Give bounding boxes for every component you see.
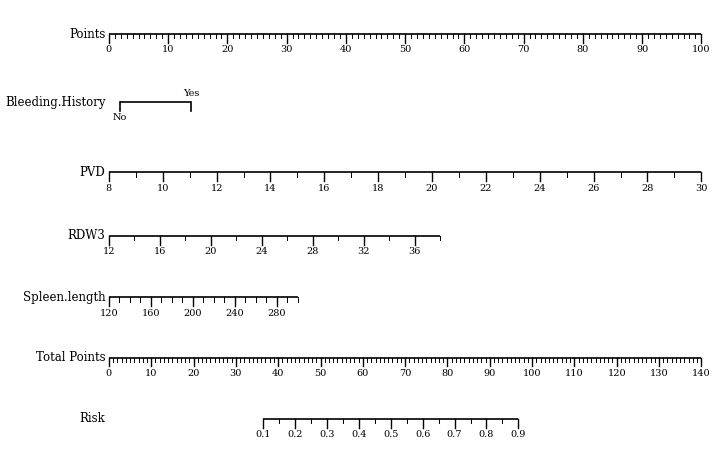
Text: 20: 20 [221, 45, 234, 54]
Text: 50: 50 [315, 369, 327, 378]
Text: 0.9: 0.9 [511, 430, 526, 439]
Text: Bleeding.History: Bleeding.History [5, 96, 105, 109]
Text: 40: 40 [340, 45, 352, 54]
Text: 110: 110 [565, 369, 584, 378]
Text: 240: 240 [226, 308, 244, 318]
Text: PVD: PVD [80, 166, 105, 179]
Text: Yes: Yes [183, 89, 199, 98]
Text: RDW3: RDW3 [68, 229, 105, 242]
Text: Risk: Risk [80, 412, 105, 425]
Text: 16: 16 [318, 184, 330, 192]
Text: 30: 30 [281, 45, 293, 54]
Text: 20: 20 [204, 247, 217, 256]
Text: 60: 60 [357, 369, 369, 378]
Text: 36: 36 [409, 247, 421, 256]
Text: 0: 0 [106, 45, 112, 54]
Text: 100: 100 [692, 45, 711, 54]
Text: 80: 80 [577, 45, 589, 54]
Text: 28: 28 [306, 247, 319, 256]
Text: 100: 100 [523, 369, 541, 378]
Text: Spleen.length: Spleen.length [23, 291, 105, 304]
Text: 120: 120 [100, 308, 118, 318]
Text: No: No [112, 113, 127, 122]
Text: 12: 12 [210, 184, 223, 192]
Text: 30: 30 [230, 369, 242, 378]
Text: 16: 16 [154, 247, 166, 256]
Text: 30: 30 [695, 184, 708, 192]
Text: 20: 20 [187, 369, 200, 378]
Text: 0.5: 0.5 [383, 430, 399, 439]
Text: 200: 200 [184, 308, 202, 318]
Text: Total Points: Total Points [36, 351, 105, 364]
Text: 0: 0 [106, 369, 112, 378]
Text: 90: 90 [483, 369, 496, 378]
Text: 10: 10 [162, 45, 174, 54]
Text: 0.8: 0.8 [478, 430, 494, 439]
Text: 0.4: 0.4 [351, 430, 367, 439]
Text: Points: Points [69, 27, 105, 41]
Text: 24: 24 [533, 184, 546, 192]
Text: 130: 130 [649, 369, 669, 378]
Text: 0.7: 0.7 [447, 430, 462, 439]
Text: 70: 70 [399, 369, 412, 378]
Text: 120: 120 [607, 369, 626, 378]
Text: 18: 18 [372, 184, 384, 192]
Text: 8: 8 [106, 184, 112, 192]
Text: 26: 26 [587, 184, 600, 192]
Text: 280: 280 [268, 308, 286, 318]
Text: 140: 140 [692, 369, 711, 378]
Text: 0.6: 0.6 [415, 430, 431, 439]
Text: 50: 50 [399, 45, 412, 54]
Text: 10: 10 [145, 369, 157, 378]
Text: 160: 160 [142, 308, 160, 318]
Text: 14: 14 [264, 184, 277, 192]
Text: 10: 10 [157, 184, 169, 192]
Text: 80: 80 [441, 369, 454, 378]
Text: 28: 28 [642, 184, 654, 192]
Text: 12: 12 [103, 247, 115, 256]
Text: 70: 70 [518, 45, 530, 54]
Text: 90: 90 [636, 45, 648, 54]
Text: 24: 24 [256, 247, 268, 256]
Text: 22: 22 [480, 184, 492, 192]
Text: 32: 32 [357, 247, 370, 256]
Text: 0.1: 0.1 [256, 430, 271, 439]
Text: 0.3: 0.3 [320, 430, 335, 439]
Text: 60: 60 [459, 45, 471, 54]
Text: 20: 20 [426, 184, 439, 192]
Text: 40: 40 [272, 369, 284, 378]
Text: 0.2: 0.2 [288, 430, 303, 439]
